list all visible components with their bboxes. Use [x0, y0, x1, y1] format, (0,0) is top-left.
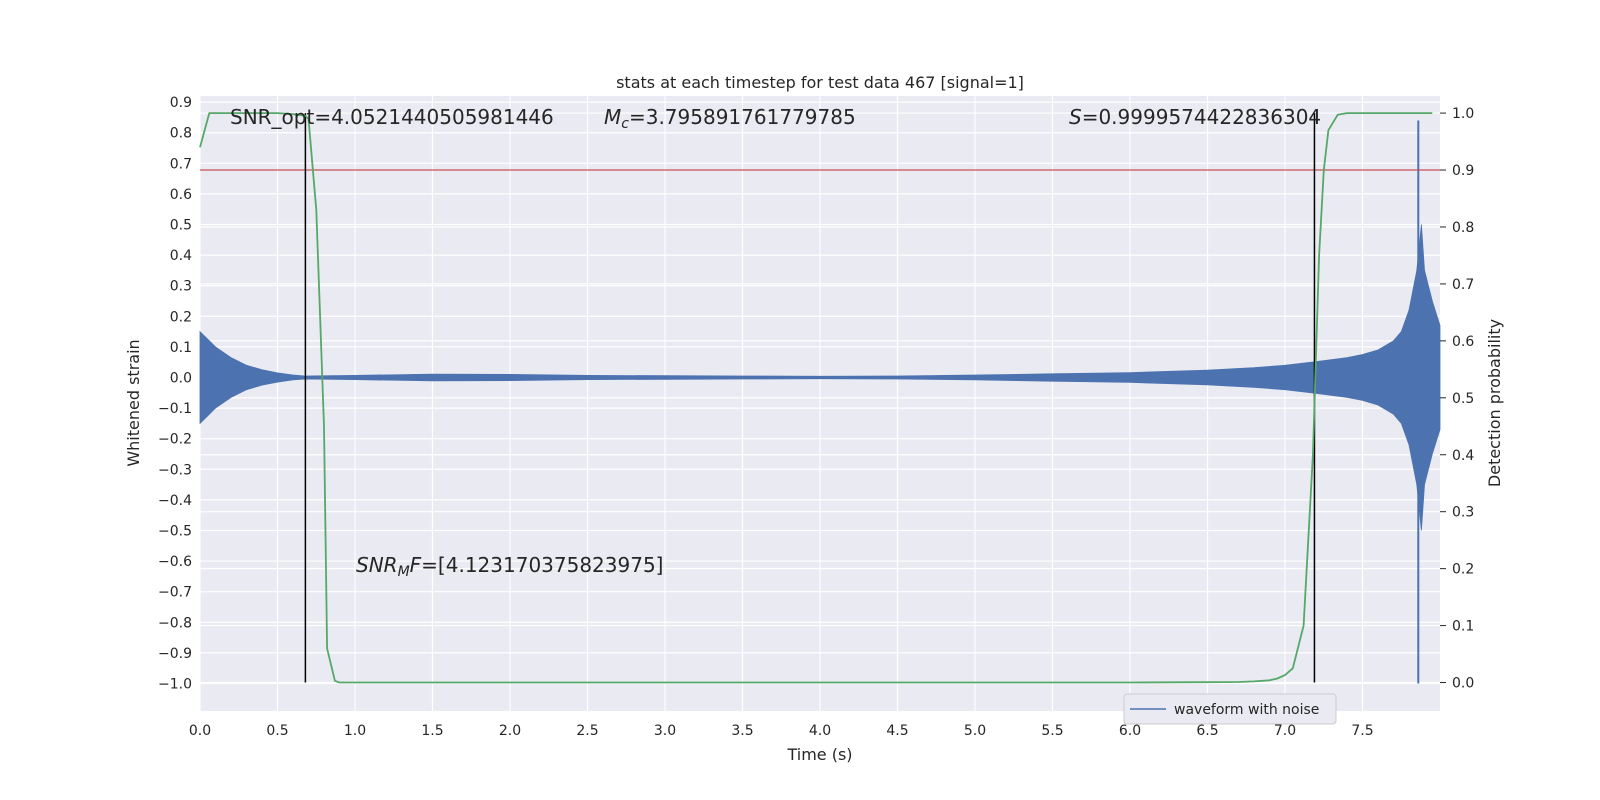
y-tick-label: 0.4: [170, 248, 192, 264]
y2-tick-label: 0.6: [1452, 334, 1474, 350]
y-tick-label: −0.8: [158, 615, 192, 631]
x-tick-label: 0.5: [266, 723, 288, 739]
y2-tick-label: 1.0: [1452, 106, 1474, 122]
x-tick-label: 7.0: [1274, 723, 1296, 739]
y-tick-label: −0.1: [158, 401, 192, 417]
series-layer: [199, 112, 1441, 684]
x-tick-label: 2.5: [576, 723, 598, 739]
annotation-chirp-mass: Mc=3.795891761779785: [604, 105, 856, 132]
y2-tick-label: 0.5: [1452, 391, 1474, 407]
y-tick-label: −0.9: [158, 646, 192, 662]
x-tick-label: 5.5: [1041, 723, 1063, 739]
x-tick-label: 4.5: [886, 723, 908, 739]
annotation-snr-mf-italic: F: [410, 553, 422, 577]
y2-tick-label: 0.2: [1452, 562, 1474, 578]
annotation-s: S=0.9999574422836304: [1069, 105, 1321, 129]
y-tick-label: −0.5: [158, 523, 192, 539]
y-tick-label: 0.6: [170, 187, 192, 203]
annotation-s-symbol: S: [1069, 105, 1082, 129]
detection-probability-line: [199, 112, 1433, 684]
x-tick-label: 3.0: [654, 723, 676, 739]
x-tick-label: 0.0: [189, 723, 211, 739]
annotation-snr-mf-symbol: SNR: [356, 553, 398, 577]
y-tick-label: 0.2: [170, 309, 192, 325]
y-tick-label: −0.2: [158, 432, 192, 448]
grid: [199, 96, 1440, 711]
x-tick-label: 1.5: [421, 723, 443, 739]
annotation-snr-mf-sub: M: [398, 564, 410, 580]
y-tick-label: 0.9: [170, 95, 192, 111]
chart-title: stats at each timestep for test data 467…: [616, 73, 1024, 92]
ticks: 0.0 0.5 1.0 1.5 2.0 2.5 3.0 3.5 4.0 4.5 5.0 5.5 6.0 6…: [158, 95, 1474, 739]
x-tick-label: 2.0: [499, 723, 521, 739]
y2-tick-label: 0.8: [1452, 220, 1474, 236]
y-tick-label: −0.6: [158, 554, 192, 570]
y-tick-label: 0.3: [170, 279, 192, 295]
y2-tick-label: 0.0: [1452, 676, 1474, 692]
x-tick-label: 4.0: [809, 723, 831, 739]
y-tick-label: 0.1: [170, 340, 192, 356]
y2-tick-label: 0.9: [1452, 163, 1474, 179]
x-tick-label: 6.5: [1196, 723, 1218, 739]
annotation-snr-opt: SNR_opt=4.0521440505981446: [230, 105, 554, 129]
y-tick-label: −0.4: [158, 493, 192, 509]
y-axis-label: Whitened strain: [124, 339, 143, 466]
legend-label: waveform with noise: [1174, 702, 1319, 718]
y-tick-label: 0.5: [170, 218, 192, 234]
y-tick-label: 0.0: [170, 370, 192, 386]
annotation-s-value: =0.9999574422836304: [1082, 105, 1321, 129]
annotation-snr-mf-value: =[4.123170375823975]: [421, 553, 663, 577]
x-tick-label: 6.0: [1119, 723, 1141, 739]
x-axis-label: Time (s): [786, 745, 852, 764]
annotation-chirp-mass-symbol: M: [604, 105, 621, 129]
y-tick-label: −0.3: [158, 462, 192, 478]
annotation-chirp-mass-sub: c: [621, 116, 629, 132]
y2-tick-label: 0.4: [1452, 448, 1474, 464]
x-tick-label: 7.5: [1351, 723, 1373, 739]
y-tick-label: −1.0: [158, 676, 192, 692]
y2-tick-label: 0.7: [1452, 277, 1474, 293]
waveform-envelope: [199, 224, 1441, 531]
y2-tick-label: 0.3: [1452, 505, 1474, 521]
y2-tick-label: 0.1: [1452, 619, 1474, 635]
annotation-chirp-mass-value: =3.795891761779785: [629, 105, 856, 129]
x-tick-label: 1.0: [344, 723, 366, 739]
y-tick-label: 0.8: [170, 126, 192, 142]
x-tick-label: 3.5: [731, 723, 753, 739]
y2-axis-label: Detection probability: [1485, 319, 1504, 487]
y-tick-label: 0.7: [170, 156, 192, 172]
legend: waveform with noise: [1123, 693, 1337, 725]
y-tick-label: −0.7: [158, 585, 192, 601]
annotation-snr-mf: SNRMF=[4.123170375823975]: [356, 553, 664, 580]
legend-box: [1123, 693, 1337, 725]
x-tick-label: 5.0: [964, 723, 986, 739]
